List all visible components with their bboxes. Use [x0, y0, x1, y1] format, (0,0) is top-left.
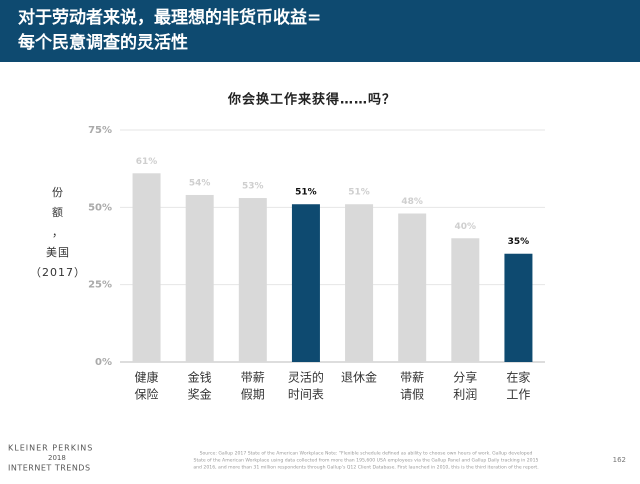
bar — [398, 213, 427, 362]
bar — [238, 198, 267, 362]
logo: KLEINER PERKINS — [8, 444, 93, 453]
x-tick-label: 分享 — [453, 370, 477, 385]
value-label: 61% — [136, 157, 158, 167]
bar — [185, 194, 214, 362]
x-tick-label: 奖金 — [188, 387, 212, 402]
x-tick-label: 退休金 — [341, 370, 377, 385]
value-label: 40% — [455, 222, 477, 232]
header-band — [0, 0, 640, 62]
slide-title: 每个民意调查的灵活性 — [18, 32, 188, 53]
x-tick-label: 灵活的 — [288, 370, 324, 385]
value-label: 35% — [508, 237, 530, 247]
y-tick-label: 0% — [95, 357, 112, 368]
x-tick-label: 在家 — [506, 370, 530, 385]
x-tick-label: 请假 — [400, 388, 424, 402]
x-tick-label: 时间表 — [288, 388, 324, 402]
bar — [291, 204, 320, 362]
value-label: 54% — [189, 178, 211, 188]
source: and 2016, and more than 31 million respo… — [193, 465, 538, 471]
value-label: 51% — [295, 188, 317, 198]
slide-title: 对于劳动者来说，最理想的非货币收益= — [18, 7, 321, 28]
value-label: 51% — [348, 188, 370, 198]
y-axis-label: 额 — [52, 206, 64, 219]
y-axis-label: ， — [52, 226, 64, 239]
bar — [451, 238, 480, 362]
y-axis-label: （2017） — [30, 266, 86, 279]
x-tick-label: 带薪 — [400, 371, 424, 385]
y-tick-label: 25% — [88, 280, 112, 291]
x-tick-label: 假期 — [241, 388, 265, 402]
x-tick-label: 金钱 — [188, 370, 212, 385]
bar — [132, 173, 161, 362]
y-tick-label: 75% — [88, 125, 112, 136]
value-label: 48% — [401, 197, 423, 207]
bar — [345, 204, 374, 362]
y-axis-label: 份 — [52, 186, 64, 199]
y-axis-label: 美国 — [46, 246, 70, 259]
logo: INTERNET TRENDS — [8, 464, 91, 473]
x-tick-label: 健康 — [135, 370, 159, 385]
source: Source: Gallup 2017 State of the America… — [200, 451, 533, 457]
x-tick-label: 利润 — [453, 388, 477, 402]
y-tick-label: 50% — [88, 202, 112, 213]
x-tick-label: 带薪 — [241, 371, 265, 385]
x-tick-label: 保险 — [135, 387, 159, 402]
page-number: 162 — [613, 456, 626, 464]
source: State of the American Workplace using da… — [194, 458, 539, 464]
value-label: 53% — [242, 182, 264, 192]
chart-title: 你会换工作来获得……吗？ — [227, 92, 396, 108]
bar — [504, 253, 533, 362]
x-tick-label: 工作 — [506, 388, 530, 402]
logo: 2018 — [48, 454, 66, 462]
